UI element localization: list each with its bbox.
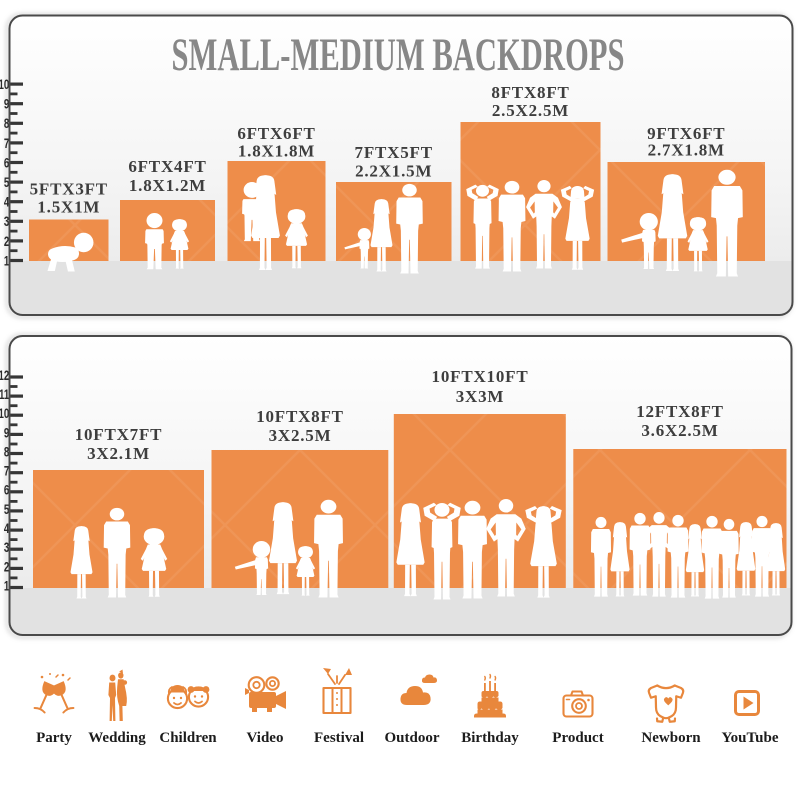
- svg-text:6: 6: [4, 156, 10, 171]
- svg-text:Birthday: Birthday: [461, 730, 519, 746]
- svg-text:2: 2: [4, 234, 10, 249]
- svg-text:5: 5: [4, 502, 10, 517]
- svg-text:6FTX4FT: 6FTX4FT: [128, 157, 206, 176]
- svg-text:1: 1: [4, 254, 10, 269]
- svg-text:8FTX8FT: 8FTX8FT: [491, 83, 569, 102]
- svg-text:5FTX3FT: 5FTX3FT: [30, 180, 108, 199]
- svg-text:6: 6: [4, 483, 10, 498]
- svg-text:3X2.5M: 3X2.5M: [269, 426, 332, 445]
- svg-text:11: 11: [0, 388, 10, 403]
- svg-text:5: 5: [4, 176, 10, 191]
- svg-text:Newborn: Newborn: [641, 730, 701, 746]
- svg-text:Party: Party: [36, 730, 72, 746]
- svg-text:3X3M: 3X3M: [456, 387, 505, 406]
- svg-text:10FTX10FT: 10FTX10FT: [432, 367, 529, 386]
- svg-text:1: 1: [4, 579, 10, 594]
- svg-text:10: 10: [0, 78, 10, 93]
- svg-text:YouTube: YouTube: [722, 730, 779, 746]
- svg-text:7: 7: [4, 136, 10, 151]
- svg-text:4: 4: [4, 195, 10, 210]
- svg-text:2.5X2.5M: 2.5X2.5M: [492, 101, 569, 120]
- svg-text:10FTX7FT: 10FTX7FT: [75, 425, 163, 444]
- svg-text:1.5X1M: 1.5X1M: [37, 198, 100, 217]
- svg-text:3.6X2.5M: 3.6X2.5M: [641, 421, 718, 440]
- svg-text:2.2X1.5M: 2.2X1.5M: [355, 162, 432, 181]
- svg-text:8: 8: [4, 445, 10, 460]
- svg-text:9FTX6FT: 9FTX6FT: [647, 124, 725, 143]
- svg-text:8: 8: [4, 117, 10, 132]
- svg-text:Festival: Festival: [314, 730, 364, 746]
- svg-text:12FTX8FT: 12FTX8FT: [636, 402, 724, 421]
- svg-text:7FTX5FT: 7FTX5FT: [355, 143, 433, 162]
- svg-text:Wedding: Wedding: [88, 730, 146, 746]
- svg-text:3: 3: [4, 541, 10, 556]
- svg-text:3X2.1M: 3X2.1M: [87, 444, 150, 463]
- svg-text:2: 2: [4, 560, 10, 575]
- svg-text:Video: Video: [247, 730, 284, 746]
- svg-text:10FTX8FT: 10FTX8FT: [256, 407, 344, 426]
- svg-text:3: 3: [4, 215, 10, 230]
- svg-text:SMALL-MEDIUM BACKDROPS: SMALL-MEDIUM BACKDROPS: [172, 29, 625, 81]
- svg-text:Product: Product: [552, 730, 603, 746]
- svg-text:2.7X1.8M: 2.7X1.8M: [648, 141, 725, 160]
- svg-text:9: 9: [4, 97, 10, 112]
- svg-text:6FTX6FT: 6FTX6FT: [237, 124, 315, 143]
- svg-text:7: 7: [4, 464, 10, 479]
- svg-text:4: 4: [4, 522, 10, 537]
- svg-text:1.8X1.8M: 1.8X1.8M: [238, 142, 315, 161]
- svg-text:Outdoor: Outdoor: [384, 730, 439, 746]
- svg-text:Children: Children: [159, 730, 217, 746]
- svg-text:9: 9: [4, 426, 10, 441]
- svg-text:12: 12: [0, 368, 10, 383]
- svg-text:10: 10: [0, 407, 10, 422]
- svg-text:1.8X1.2M: 1.8X1.2M: [129, 176, 206, 195]
